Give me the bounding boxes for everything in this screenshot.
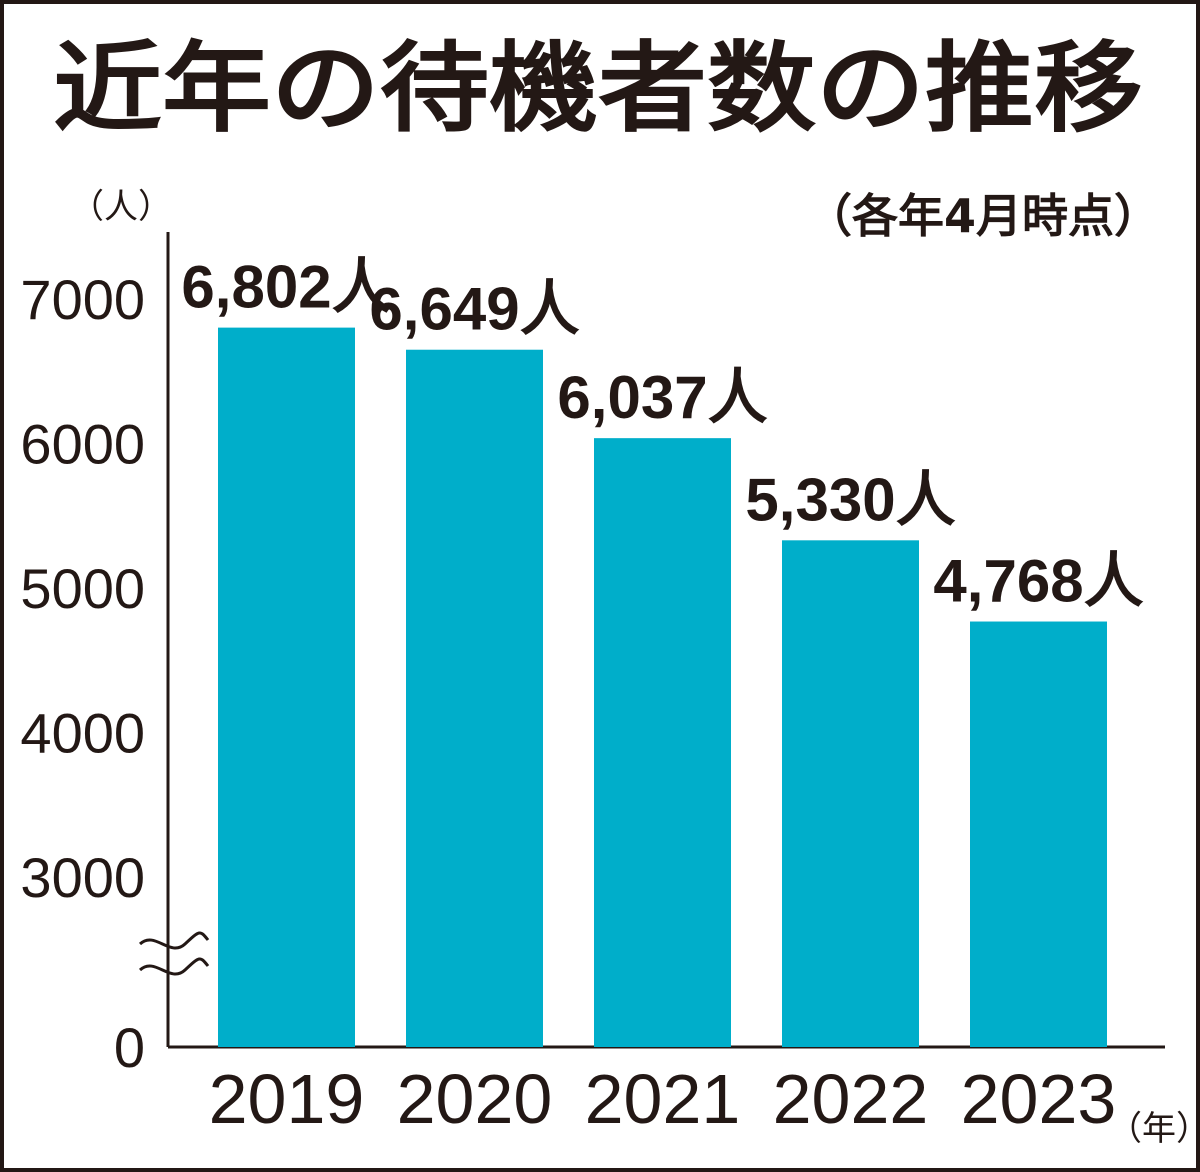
x-axis-unit-label: （年） bbox=[1108, 1109, 1200, 1149]
y-tick-label: 6000 bbox=[20, 413, 145, 476]
bar-value-label: 6,649人 bbox=[369, 276, 579, 343]
y-tick-labels: 0 3000 4000 5000 6000 7000 bbox=[20, 268, 145, 1079]
bar bbox=[218, 327, 355, 1048]
y-tick-label: 4000 bbox=[20, 702, 145, 765]
y-axis-unit-label: （人） bbox=[70, 187, 172, 227]
chart-subtitle: （各年4月時点） bbox=[806, 189, 1160, 243]
bar-value-label: 4,768人 bbox=[933, 548, 1143, 615]
bar-value-label: 6,802人 bbox=[181, 254, 391, 321]
chart-title: 近年の待機者数の推移 bbox=[53, 32, 1143, 146]
x-tick-label: 2020 bbox=[397, 1060, 553, 1138]
y-tick-label: 7000 bbox=[20, 268, 145, 331]
y-tick-label: 5000 bbox=[20, 557, 145, 620]
x-tick-label: 2021 bbox=[585, 1060, 741, 1138]
bar-value-label: 6,037人 bbox=[557, 364, 767, 431]
bar bbox=[594, 438, 731, 1047]
bar bbox=[782, 540, 919, 1047]
x-tick-label: 2019 bbox=[209, 1060, 365, 1138]
x-tick-labels: 2019 2020 2021 2022 2023 bbox=[209, 1060, 1117, 1138]
bar bbox=[406, 349, 543, 1048]
x-tick-label: 2023 bbox=[961, 1060, 1117, 1138]
y-tick-label: 0 bbox=[114, 1016, 145, 1079]
y-tick-label: 3000 bbox=[20, 846, 145, 909]
axis-break-mark bbox=[138, 931, 210, 976]
bar-value-label: 5,330人 bbox=[745, 466, 955, 533]
x-tick-label: 2022 bbox=[773, 1060, 929, 1138]
bars bbox=[218, 327, 1107, 1048]
bar bbox=[970, 621, 1107, 1047]
